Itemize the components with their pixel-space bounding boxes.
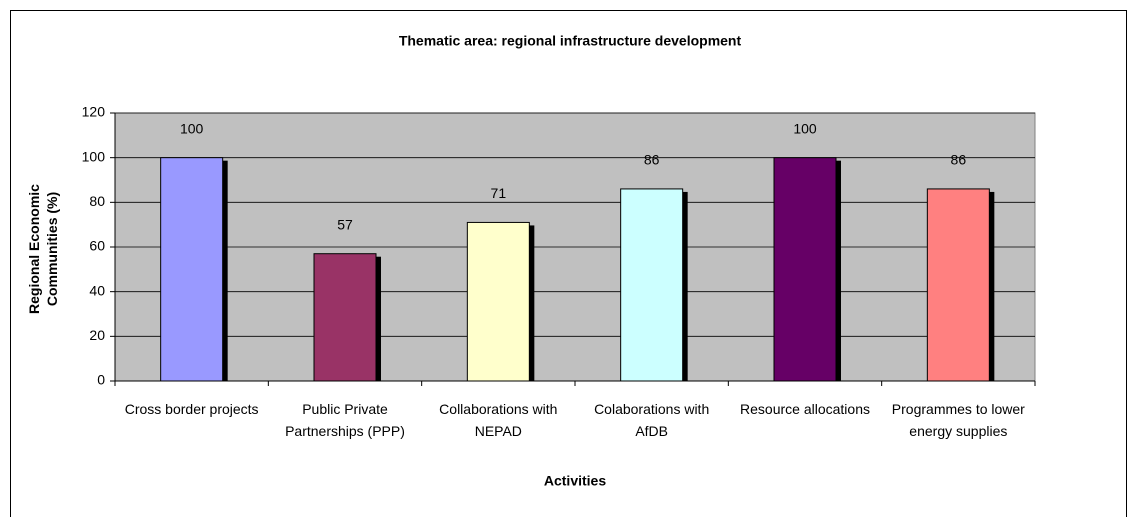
bar	[466, 221, 530, 382]
data-label: 86	[644, 152, 660, 168]
x-tick-label: Colaborations with AfDB	[594, 401, 710, 439]
x-tick-label: Public Private Partnerships (PPP)	[285, 401, 405, 439]
y-tick-label: 20	[89, 327, 105, 343]
data-label: 71	[491, 185, 507, 201]
bar	[160, 157, 224, 382]
y-tick-label: 40	[89, 282, 105, 298]
chart-title: Thematic area: regional infrastructure d…	[399, 33, 742, 49]
x-tick-label: Resource allocations	[740, 401, 870, 417]
x-tick-label: Collaborations with NEPAD	[439, 401, 558, 439]
bar	[620, 188, 684, 382]
y-axis-label: Regional Economic Communities (%)	[26, 184, 60, 314]
y-tick-label: 80	[89, 193, 105, 209]
y-tick-label: 60	[89, 238, 105, 254]
data-label: 100	[180, 120, 204, 136]
data-label: 86	[951, 152, 967, 168]
y-tick-label: 100	[82, 148, 106, 164]
x-tick-label: Cross border projects	[124, 401, 259, 417]
y-tick-label: 120	[82, 104, 106, 120]
x-axis-label: Activities	[544, 473, 606, 489]
y-tick-label: 0	[97, 372, 105, 388]
data-label: 100	[793, 120, 817, 136]
bar	[926, 188, 990, 382]
data-label: 57	[337, 216, 353, 232]
bar	[313, 253, 377, 382]
bar	[773, 157, 837, 382]
x-tick-label: Programmes to lower energy supplies	[891, 401, 1025, 439]
